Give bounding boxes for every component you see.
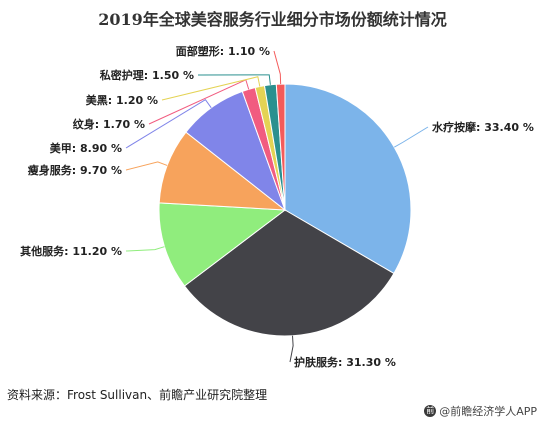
slice-label: 面部塑形: 1.10 % (176, 44, 270, 58)
slice-connector-line (125, 161, 168, 171)
slice-connector-line (125, 99, 212, 149)
slice-connector-line (289, 335, 294, 363)
slice-label: 美黑: 1.20 % (86, 93, 158, 107)
pie-slice (183, 209, 395, 337)
slice-label: 水疗按摩: 33.40 % (432, 120, 534, 134)
slice-label: 其他服务: 11.20 % (20, 244, 122, 258)
slice-connector-line (394, 126, 429, 148)
slice-connector-line (125, 246, 165, 252)
source-note: 资料来源：Frost Sullivan、前瞻产业研究院整理 (7, 388, 268, 402)
brand-text: @前瞻经济学人APP (439, 405, 537, 418)
brand-credit: 前 @前瞻经济学人APP (424, 403, 537, 419)
pie-labels: 水疗按摩: 33.40 % 护肤服务: 31.30 % 其他服务: 11.20 % 瘦… (20, 44, 534, 369)
brand-logo-icon: 前 (424, 405, 437, 417)
slice-label: 纹身: 1.70 % (73, 117, 145, 131)
slice-connector-line (197, 74, 271, 85)
pie-slice (158, 131, 287, 211)
chart-title: 2019年全球美容服务行业细分市场份额统计情况 (98, 10, 447, 29)
slice-connector-line (273, 50, 282, 85)
pie-slices (158, 83, 412, 337)
slice-label: 瘦身服务: 9.70 % (28, 163, 122, 177)
slice-connector-line (161, 76, 261, 101)
slice-label: 私密护理: 1.50 % (100, 68, 194, 82)
slice-label: 护肤服务: 31.30 % (294, 355, 396, 369)
pie-slice (284, 83, 412, 275)
slice-label: 美甲: 8.90 % (50, 141, 122, 155)
